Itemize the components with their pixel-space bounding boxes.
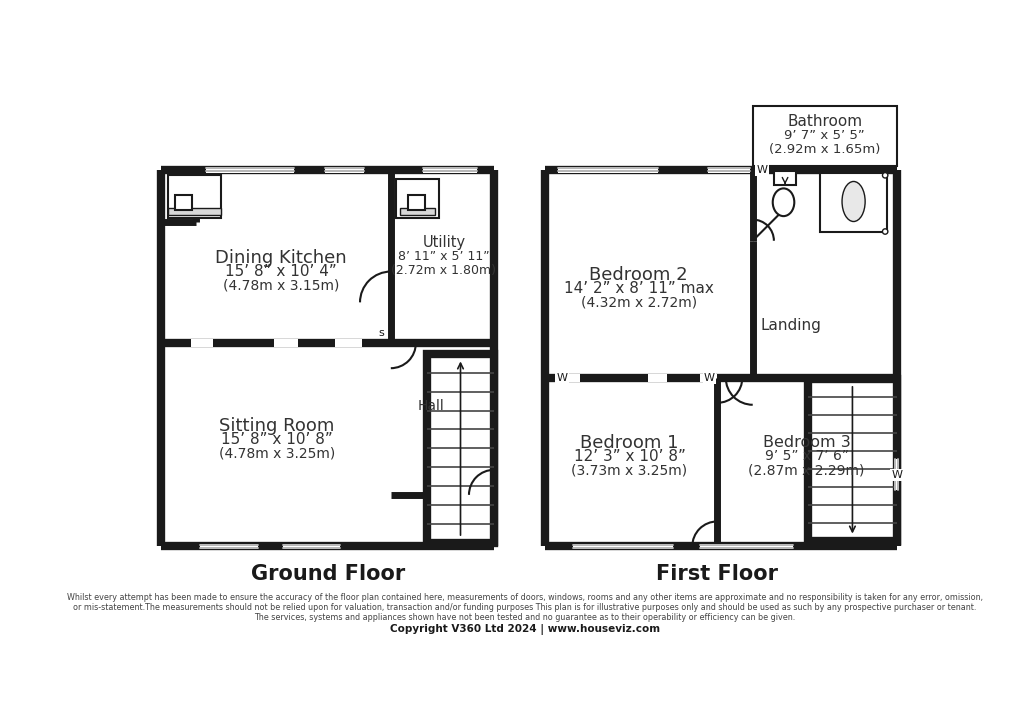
Text: (3.73m x 3.25m): (3.73m x 3.25m) bbox=[571, 463, 687, 477]
Bar bbox=[168, 208, 221, 215]
Bar bbox=[819, 173, 888, 231]
Text: (4.78m x 3.25m): (4.78m x 3.25m) bbox=[219, 446, 335, 461]
Bar bbox=[168, 175, 221, 218]
Text: First Floor: First Floor bbox=[656, 563, 778, 583]
Text: Whilst every attempt has been made to ensure the accuracy of the floor plan cont: Whilst every attempt has been made to en… bbox=[67, 593, 983, 602]
Text: or mis-statement.The measurements should not be relied upon for valuation, trans: or mis-statement.The measurements should… bbox=[73, 603, 977, 612]
Bar bbox=[175, 194, 193, 210]
Text: 8’ 11” x 5’ 11”: 8’ 11” x 5’ 11” bbox=[398, 249, 489, 262]
Ellipse shape bbox=[773, 189, 795, 216]
Bar bbox=[648, 374, 668, 382]
Text: (4.32m x 2.72m): (4.32m x 2.72m) bbox=[581, 296, 696, 309]
Bar bbox=[361, 340, 391, 346]
Bar bbox=[326, 167, 364, 173]
Text: (2.92m x 1.65m): (2.92m x 1.65m) bbox=[769, 142, 881, 155]
Bar bbox=[427, 354, 494, 542]
Text: 12’ 3” x 10’ 8”: 12’ 3” x 10’ 8” bbox=[573, 449, 685, 464]
Text: W: W bbox=[556, 373, 567, 382]
Text: 14’ 2” x 8’ 11” max: 14’ 2” x 8’ 11” max bbox=[564, 281, 714, 296]
Text: Bedroom 2: Bedroom 2 bbox=[590, 265, 688, 283]
Bar bbox=[408, 194, 425, 210]
Text: Landing: Landing bbox=[761, 318, 821, 333]
Ellipse shape bbox=[883, 228, 888, 234]
Bar bbox=[774, 171, 796, 185]
Text: (2.72m x 1.80m): (2.72m x 1.80m) bbox=[391, 263, 497, 276]
Bar bbox=[190, 339, 213, 347]
Text: W: W bbox=[757, 165, 767, 175]
Bar bbox=[162, 340, 190, 346]
Text: 15’ 8” x 10’ 4”: 15’ 8” x 10’ 4” bbox=[225, 264, 337, 279]
Text: Dining Kitchen: Dining Kitchen bbox=[215, 249, 346, 267]
Bar bbox=[753, 106, 897, 166]
Bar bbox=[335, 339, 361, 347]
Bar bbox=[567, 375, 571, 381]
Text: Ground Floor: Ground Floor bbox=[251, 563, 404, 583]
Text: Sitting Room: Sitting Room bbox=[219, 416, 335, 435]
Text: (4.78m x 3.15m): (4.78m x 3.15m) bbox=[222, 278, 339, 292]
Bar bbox=[201, 544, 258, 549]
Bar bbox=[700, 544, 793, 549]
Bar bbox=[206, 167, 294, 173]
Bar bbox=[400, 208, 435, 215]
Bar bbox=[558, 167, 658, 173]
Bar bbox=[894, 459, 899, 490]
Bar bbox=[573, 544, 674, 549]
Text: Copyright V360 Ltd 2024 | www.houseviz.com: Copyright V360 Ltd 2024 | www.houseviz.c… bbox=[390, 624, 659, 635]
Text: W: W bbox=[891, 470, 902, 480]
Text: (2.87m x 2.29m): (2.87m x 2.29m) bbox=[749, 463, 865, 477]
Text: Bedroom 1: Bedroom 1 bbox=[581, 434, 679, 451]
Bar bbox=[213, 340, 273, 346]
Text: Hall: Hall bbox=[418, 399, 444, 414]
Bar bbox=[700, 374, 717, 382]
Bar bbox=[545, 375, 567, 381]
Ellipse shape bbox=[842, 181, 865, 221]
Bar bbox=[273, 339, 298, 347]
Bar bbox=[423, 167, 477, 173]
Bar bbox=[808, 380, 897, 541]
Text: 15’ 8” x 10’ 8”: 15’ 8” x 10’ 8” bbox=[221, 432, 333, 447]
Bar bbox=[298, 340, 335, 346]
Text: s: s bbox=[378, 328, 384, 338]
Text: 9’ 7” x 5’ 5”: 9’ 7” x 5’ 5” bbox=[784, 129, 865, 142]
Ellipse shape bbox=[883, 173, 888, 178]
Text: The services, systems and appliances shown have not been tested and no guarantee: The services, systems and appliances sho… bbox=[254, 613, 796, 622]
Text: W: W bbox=[705, 373, 715, 382]
Bar bbox=[668, 375, 700, 381]
Text: Utility: Utility bbox=[422, 235, 466, 250]
Text: Bedroom 3: Bedroom 3 bbox=[763, 435, 851, 450]
Bar bbox=[391, 340, 494, 346]
Bar bbox=[708, 167, 750, 173]
Bar bbox=[283, 544, 340, 549]
Text: 9’ 5” x 7’ 6”: 9’ 5” x 7’ 6” bbox=[765, 450, 849, 463]
Bar bbox=[567, 375, 648, 381]
Text: Bathroom: Bathroom bbox=[787, 114, 862, 129]
Bar bbox=[396, 179, 438, 218]
Bar bbox=[562, 374, 581, 382]
Bar bbox=[753, 375, 897, 381]
